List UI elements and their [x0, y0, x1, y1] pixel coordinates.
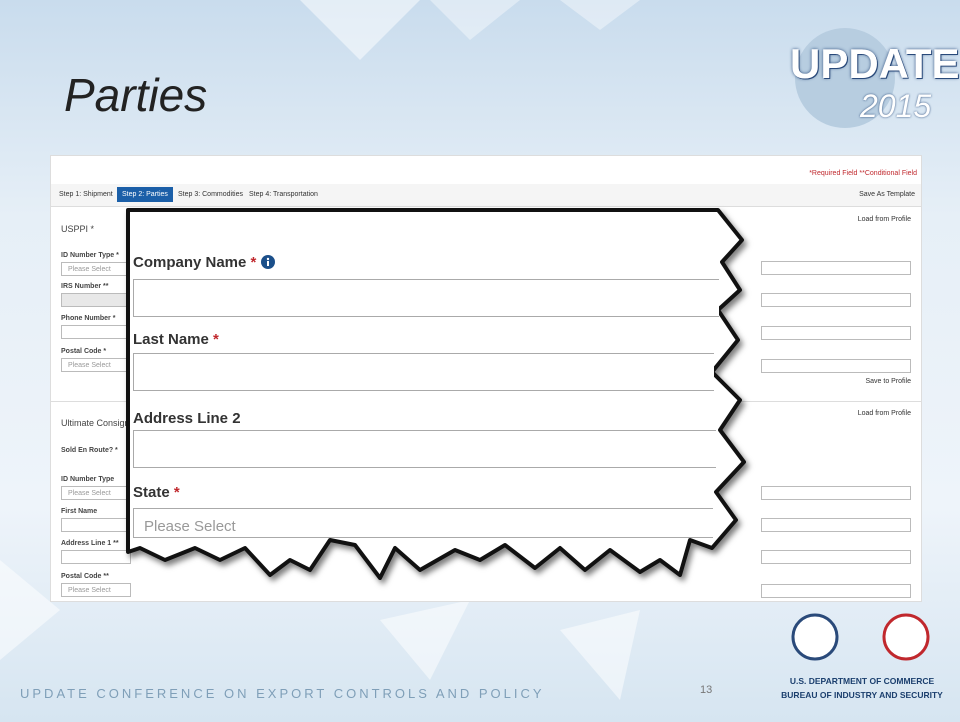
input[interactable]: [133, 279, 719, 317]
zoom-label: State *: [133, 484, 180, 501]
input[interactable]: [133, 353, 714, 391]
agency-line: U.S. DEPARTMENT OF COMMERCE: [777, 676, 947, 686]
required-marker: *: [251, 254, 257, 271]
zoom-label: Address Line 2: [133, 410, 241, 427]
agency-line: BUREAU OF INDUSTRY AND SECURITY: [777, 690, 947, 700]
zoom-label: Company Name *: [133, 254, 275, 271]
label-text: State: [133, 484, 170, 501]
required-marker: *: [213, 331, 219, 348]
required-marker: *: [174, 484, 180, 501]
page-number: 13: [700, 684, 712, 696]
label-text: Last Name: [133, 331, 209, 348]
input[interactable]: [133, 430, 716, 468]
slide: Parties UPDATE 2015 *Required Field **Co…: [0, 0, 960, 722]
select[interactable]: Please Select: [133, 508, 713, 538]
label-text: Company Name: [133, 254, 246, 271]
footer: UPDATE CONFERENCE ON EXPORT CONTROLS AND…: [20, 686, 545, 701]
info-icon[interactable]: [261, 255, 275, 269]
zoom-label: Last Name *: [133, 331, 219, 348]
